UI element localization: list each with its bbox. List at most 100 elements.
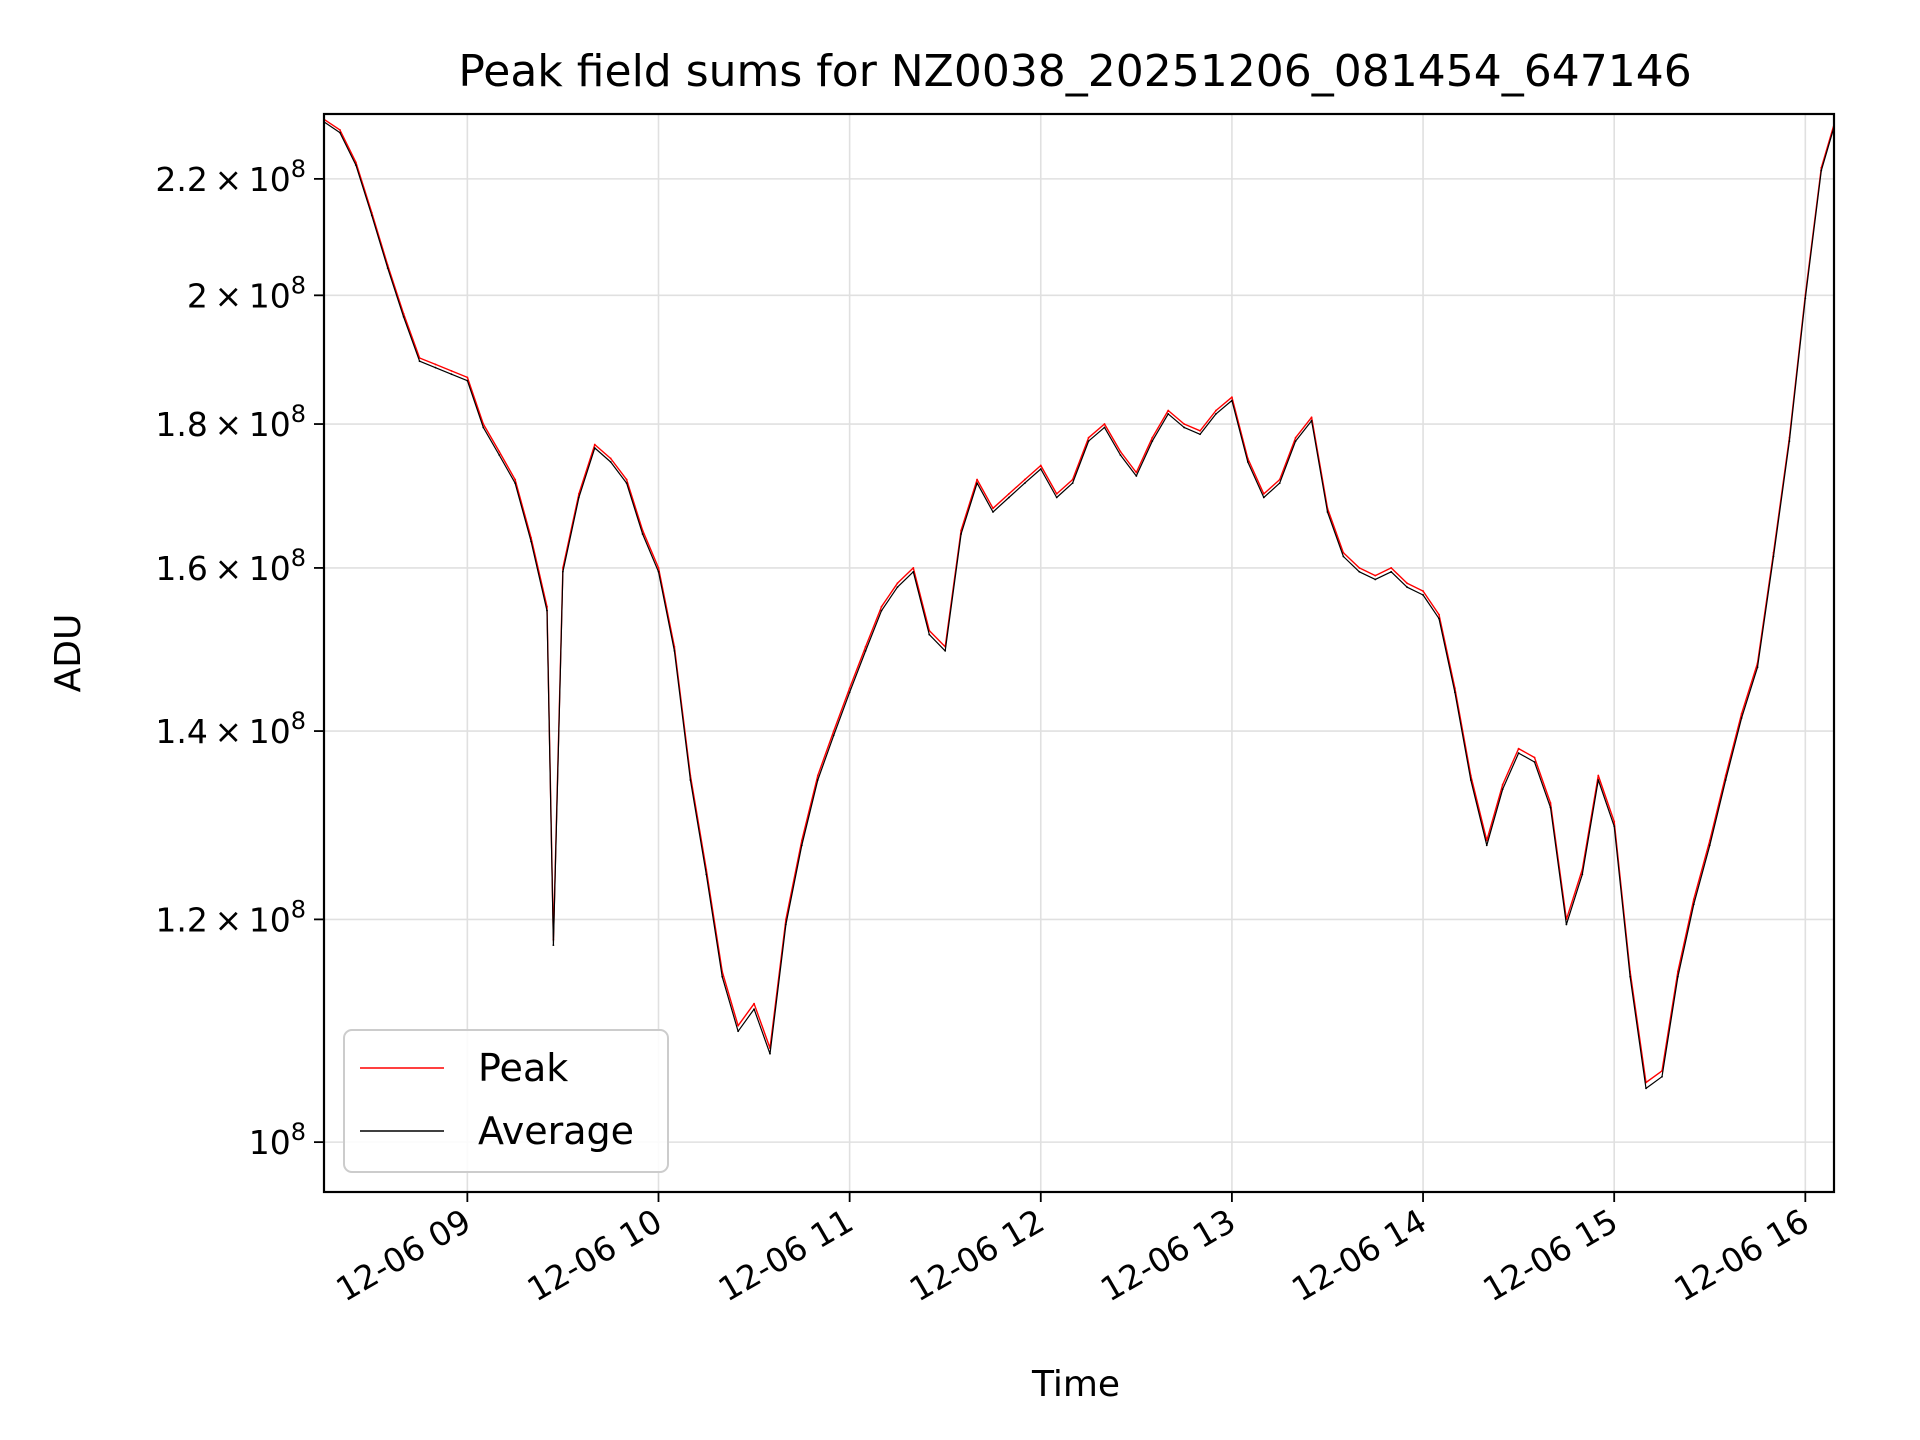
y-tick-label: 1.6 × 108: [155, 544, 306, 588]
data-point: [1342, 555, 1345, 558]
data-point: [609, 457, 612, 460]
data-point: [785, 923, 787, 926]
data-point: [1310, 419, 1313, 422]
data-point: [339, 129, 341, 131]
data-point: [1055, 492, 1058, 495]
data-point: [1055, 496, 1058, 499]
data-point: [1581, 873, 1584, 876]
data-point: [546, 609, 548, 612]
data-point: [482, 426, 485, 429]
data-point: [1262, 492, 1265, 495]
data-point: [434, 363, 437, 366]
y-tick-label: 2.2 × 108: [155, 155, 306, 199]
data-point: [848, 691, 851, 694]
data-point: [1008, 496, 1010, 499]
y-tick-label: 2 × 108: [187, 271, 306, 315]
series-peak: [323, 118, 1835, 1084]
data-point: [609, 461, 612, 463]
data-point: [1151, 440, 1154, 443]
data-point: [1167, 409, 1170, 412]
data-point: [434, 366, 437, 369]
data-point: [1788, 440, 1791, 443]
data-point: [1597, 774, 1600, 777]
data-point: [1135, 471, 1138, 474]
data-point: [880, 605, 883, 608]
data-point: [1740, 712, 1743, 715]
data-point: [552, 944, 555, 947]
y-tick-label: 1.4 × 108: [155, 707, 306, 751]
data-point: [1310, 416, 1313, 419]
data-point: [1071, 478, 1074, 481]
data-point: [1629, 975, 1632, 978]
data-point: [386, 267, 389, 270]
data-point: [1613, 820, 1616, 823]
data-point: [1023, 478, 1026, 481]
data-point: [880, 609, 883, 612]
data-point: [1326, 511, 1329, 513]
data-point: [1438, 613, 1440, 616]
data-point: [641, 533, 644, 535]
data-point: [800, 844, 803, 847]
data-point: [1342, 551, 1345, 554]
data-point: [1199, 433, 1201, 436]
data-point: [1135, 475, 1138, 477]
y-tick-label: 1.2 × 108: [155, 895, 306, 939]
data-point: [737, 1030, 740, 1033]
data-point: [1677, 975, 1679, 978]
data-point: [1358, 570, 1361, 573]
data-point: [832, 734, 835, 737]
data-point: [1533, 756, 1536, 759]
data-point: [625, 482, 628, 485]
series-average: [323, 121, 1835, 1090]
data-point: [1087, 440, 1090, 443]
data-point: [1692, 903, 1695, 906]
data-point: [1469, 779, 1472, 781]
data-point: [1533, 761, 1536, 763]
data-point: [1613, 825, 1616, 828]
data-point: [944, 649, 947, 652]
data-point: [1039, 468, 1042, 470]
data-point: [657, 570, 660, 573]
data-point: [1501, 788, 1504, 791]
data-point: [1183, 423, 1186, 425]
data-point: [1422, 590, 1424, 592]
data-point: [1772, 555, 1775, 558]
data-point: [673, 649, 676, 652]
data-point: [1231, 399, 1233, 402]
data-point: [1262, 496, 1265, 499]
data-point: [721, 975, 724, 978]
data-point: [992, 507, 994, 510]
chart-title: Peak field sums for NZ0038_20251206_0814…: [458, 46, 1691, 97]
data-point: [1151, 436, 1154, 439]
data-point: [593, 443, 596, 446]
data-point: [1565, 923, 1568, 926]
data-point: [992, 511, 994, 513]
data-point: [1119, 454, 1122, 456]
data-point: [864, 649, 867, 652]
data-point: [450, 373, 453, 376]
data-point: [466, 376, 469, 379]
data-point: [1517, 747, 1520, 750]
data-point: [1199, 429, 1201, 432]
data-point: [1167, 413, 1170, 415]
data-point: [816, 774, 819, 777]
data-point: [960, 533, 963, 535]
data-point: [1023, 482, 1026, 485]
data-point: [530, 540, 532, 543]
data-point: [689, 779, 692, 781]
data-point: [1724, 779, 1727, 781]
y-axis-label: ADU: [48, 614, 89, 693]
y-tick-label: 1.8 × 108: [155, 400, 306, 444]
data-point: [832, 730, 835, 732]
data-point: [1661, 1075, 1663, 1078]
legend-box: [343, 1029, 669, 1173]
data-point: [1517, 752, 1520, 754]
data-point: [1501, 783, 1504, 786]
data-point: [1390, 570, 1393, 573]
data-point: [1215, 409, 1217, 412]
data-point: [1438, 617, 1440, 620]
data-point: [1374, 574, 1377, 577]
series-group: [323, 118, 1835, 1090]
data-point: [514, 482, 517, 485]
